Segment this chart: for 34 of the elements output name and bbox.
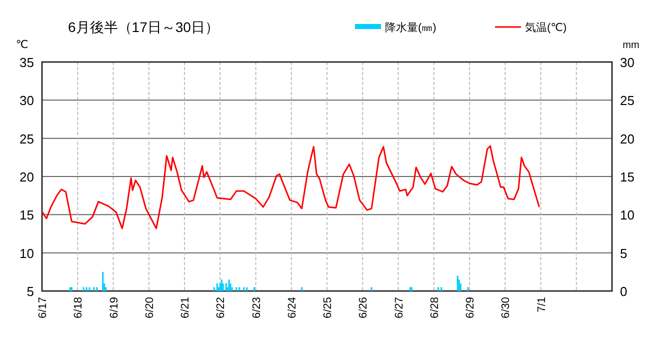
x-tick-label: 6/22 (215, 297, 228, 318)
x-tick-label: 6/30 (500, 297, 512, 318)
x-tick-label: 6/25 (322, 297, 334, 318)
y-tick-label: 20 (20, 170, 34, 184)
chart-title: 6月後半（17日～30日） (68, 19, 219, 35)
x-tick-label: 6/23 (250, 297, 263, 318)
y-tick-label: 30 (20, 93, 34, 108)
y2-tick-label: 5 (620, 246, 628, 261)
legend-label: 降水量(㎜) (385, 21, 436, 34)
y-tick-label: 10 (20, 246, 34, 261)
y2-tick-label: 0 (620, 284, 628, 299)
x-tick-label: 6/20 (144, 297, 156, 318)
y-tick-label: 25 (20, 131, 34, 146)
x-tick-label: 6/24 (286, 297, 298, 318)
y2-tick-label: 20 (620, 131, 634, 146)
x-tick-label: 6/19 (108, 297, 120, 318)
x-tick-label: 6/28 (428, 297, 441, 318)
y2-tick-label: 30 (620, 55, 634, 70)
x-tick-label: 6/21 (180, 297, 192, 318)
x-tick-label: 6/27 (393, 297, 406, 318)
y-tick-label: 5 (26, 284, 34, 299)
y-tick-label: 15 (20, 208, 34, 223)
y-tick-label: 35 (20, 55, 34, 70)
x-tick-label: 6/29 (464, 297, 476, 318)
x-tick-label: 6/17 (37, 297, 49, 318)
y2-axis-title: mm (622, 40, 640, 51)
y2-tick-label: 25 (620, 93, 634, 108)
x-tick-label: 6/18 (72, 297, 85, 318)
y2-tick-label: 15 (620, 170, 634, 184)
x-tick-label: 6/26 (358, 297, 370, 318)
y2-tick-label: 10 (620, 208, 634, 223)
x-tick-label: 7/1 (536, 297, 548, 312)
legend-label: 気温(℃) (525, 22, 567, 34)
y-axis-title: ℃ (16, 39, 28, 51)
